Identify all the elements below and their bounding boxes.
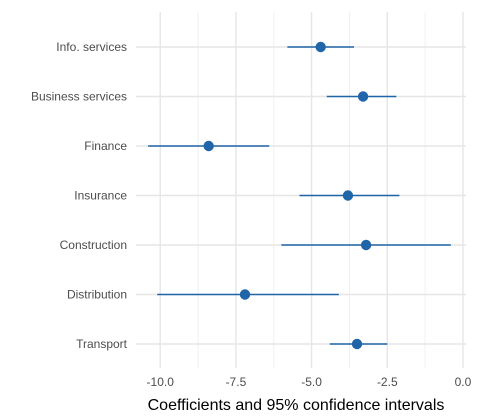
y-axis-labels: Info. services Business services Finance In… [31,40,128,351]
x-axis-labels: -10.0 -7.5 -5.0 -2.5 0.0 [147,375,472,389]
coefficient-point [315,41,326,53]
y-tick-label: Info. services [56,40,127,54]
x-tick-label: -7.5 [226,375,247,389]
coefficient-point [203,140,214,152]
coefficient-point [342,190,354,201]
major-gridlines [136,12,466,368]
coefficient-points [203,41,372,350]
x-tick-label: -5.0 [301,375,322,389]
y-tick-label: Transport [76,337,128,351]
x-axis-title: Coefficients and 95% confidence interval… [148,397,445,414]
y-tick-label: Distribution [67,288,127,302]
y-tick-label: Finance [84,139,127,153]
y-tick-label: Construction [60,238,127,252]
x-tick-label: -10.0 [147,375,175,389]
coefficient-point [360,239,372,251]
x-tick-label: -2.5 [377,375,398,389]
y-tick-label: Insurance [74,189,127,203]
y-tick-label: Business services [31,90,127,104]
minor-gridlines [197,12,426,368]
coefficient-point [357,91,369,102]
coefficient-point [239,289,251,300]
x-tick-label: 0.0 [455,375,472,389]
coefficient-point [351,338,363,350]
